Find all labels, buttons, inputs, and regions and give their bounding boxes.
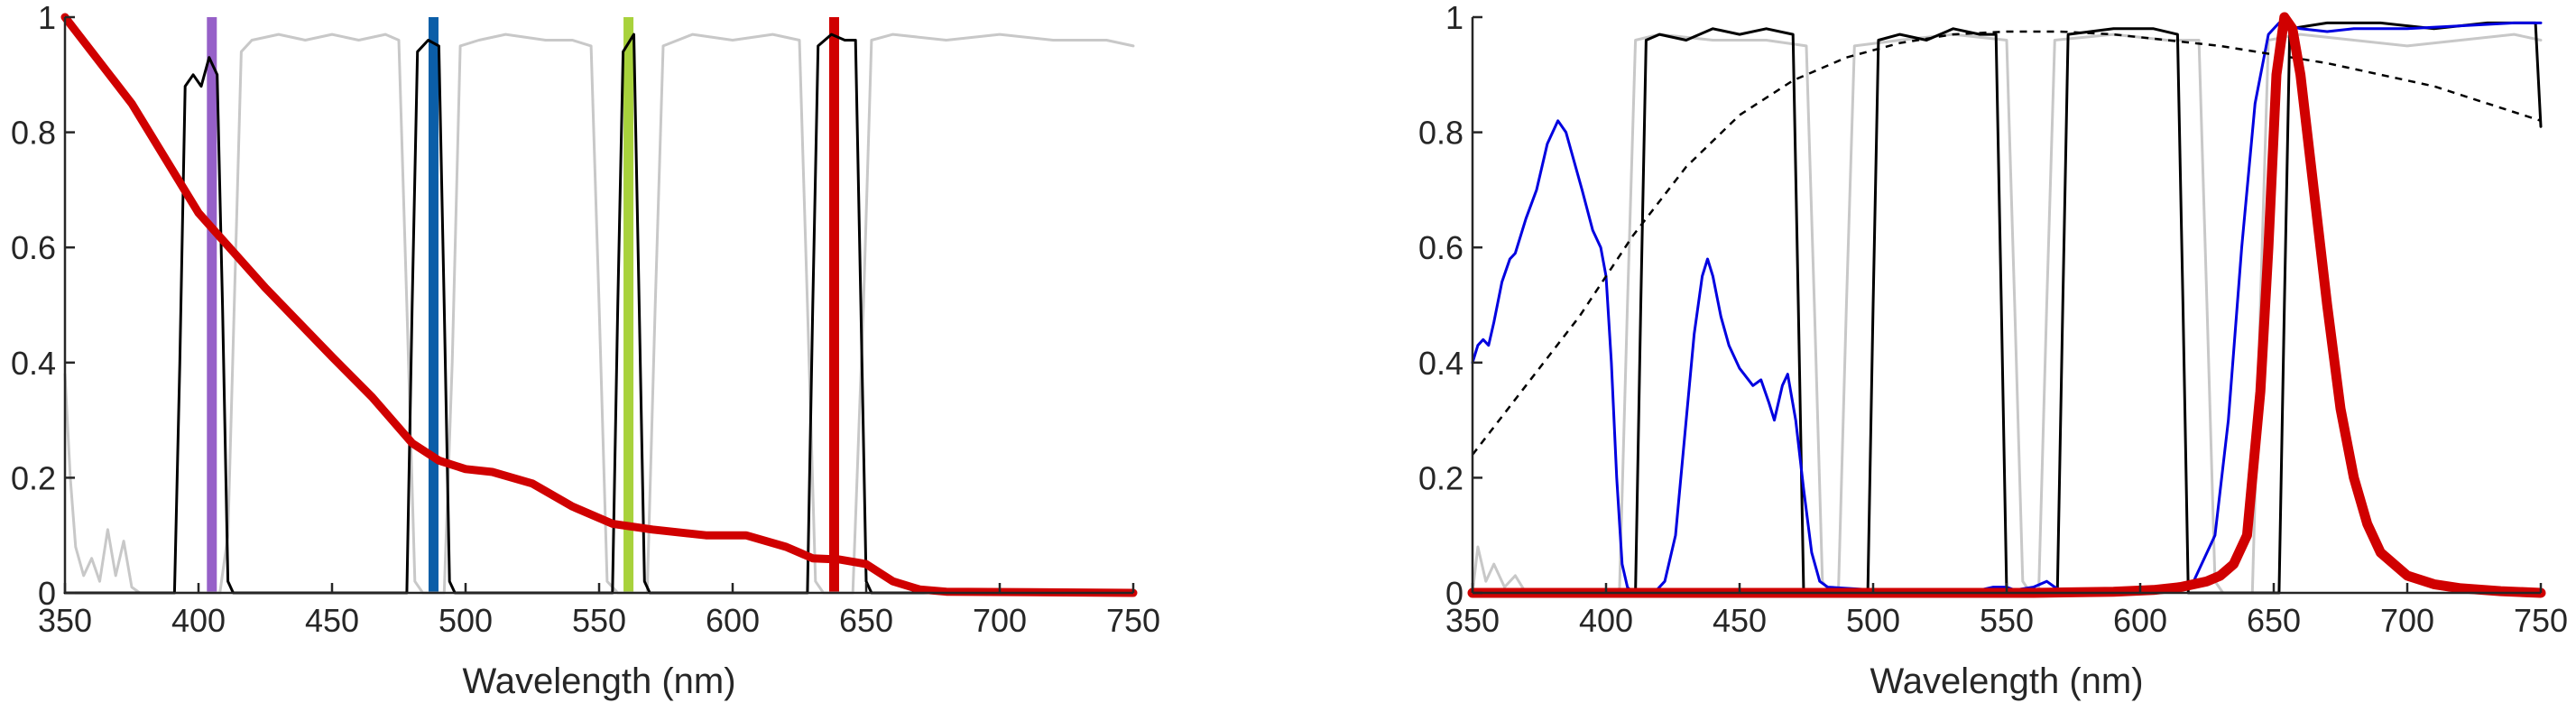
left-y-tick-label-1: 0.2 [11, 459, 56, 496]
left-series-0 [63, 32, 1135, 595]
right-x-tick-label-3: 500 [1846, 602, 1900, 639]
left-y-tick-label-0: 0 [38, 575, 56, 612]
right-chart: 350 400 450 500 550 600 650 700 750 0 0.2 0.4 0.6 0.8… [1418, 0, 2568, 701]
right-series-2 [1471, 21, 2543, 595]
left-y-tick-label-3: 0.6 [11, 229, 56, 266]
right-x-tick-label-2: 450 [1713, 602, 1767, 639]
right-x-tick-label-7: 700 [2380, 602, 2434, 639]
right-x-tick-label-1: 400 [1579, 602, 1633, 639]
right-y-tick-label-2: 0.4 [1418, 345, 1463, 382]
left-x-tick-label-8: 750 [1106, 602, 1160, 639]
right-x-tick-label-0: 350 [1445, 602, 1500, 639]
left-x-tick-label-1: 400 [171, 602, 226, 639]
right-series-0 [1471, 32, 2543, 595]
right-y-tick-label-1: 0.2 [1418, 459, 1463, 496]
right-y-tick-label-5: 1 [1445, 0, 1463, 36]
left-x-tick-label-4: 550 [572, 602, 626, 639]
right-series-4 [1467, 12, 2546, 598]
left-x-tick-label-5: 600 [706, 602, 760, 639]
left-x-tick-label-6: 650 [839, 602, 893, 639]
left-x-tick-label-2: 450 [305, 602, 359, 639]
right-x-tick-label-4: 550 [1980, 602, 2034, 639]
left-series-1 [63, 32, 1135, 595]
right-series-1 [1471, 21, 2543, 595]
left-x-tick-label-0: 350 [38, 602, 92, 639]
right-x-tick-label-8: 750 [2514, 602, 2568, 639]
left-x-tick-label-7: 700 [973, 602, 1027, 639]
left-y-tick-label-4: 0.8 [11, 115, 56, 152]
right-x-axis-label: Wavelength (nm) [1870, 661, 2143, 701]
left-x-axis-label: Wavelength (nm) [462, 661, 735, 701]
right-y-tick-label-4: 0.8 [1418, 115, 1463, 152]
left-y-tick-label-5: 1 [38, 0, 56, 36]
right-series-3 [1472, 30, 2542, 456]
right-x-tick-label-5: 600 [2113, 602, 2167, 639]
left-series-2 [60, 13, 1138, 597]
right-y-tick-label-3: 0.6 [1418, 229, 1463, 266]
right-y-tick-label-0: 0 [1445, 575, 1463, 612]
right-x-tick-label-6: 650 [2247, 602, 2301, 639]
left-chart: 350 400 450 500 550 600 650 700 750 0 0.2 0.4 0.6 0.8… [11, 0, 1160, 701]
left-x-tick-label-3: 500 [439, 602, 493, 639]
left-y-tick-label-2: 0.4 [11, 345, 56, 382]
